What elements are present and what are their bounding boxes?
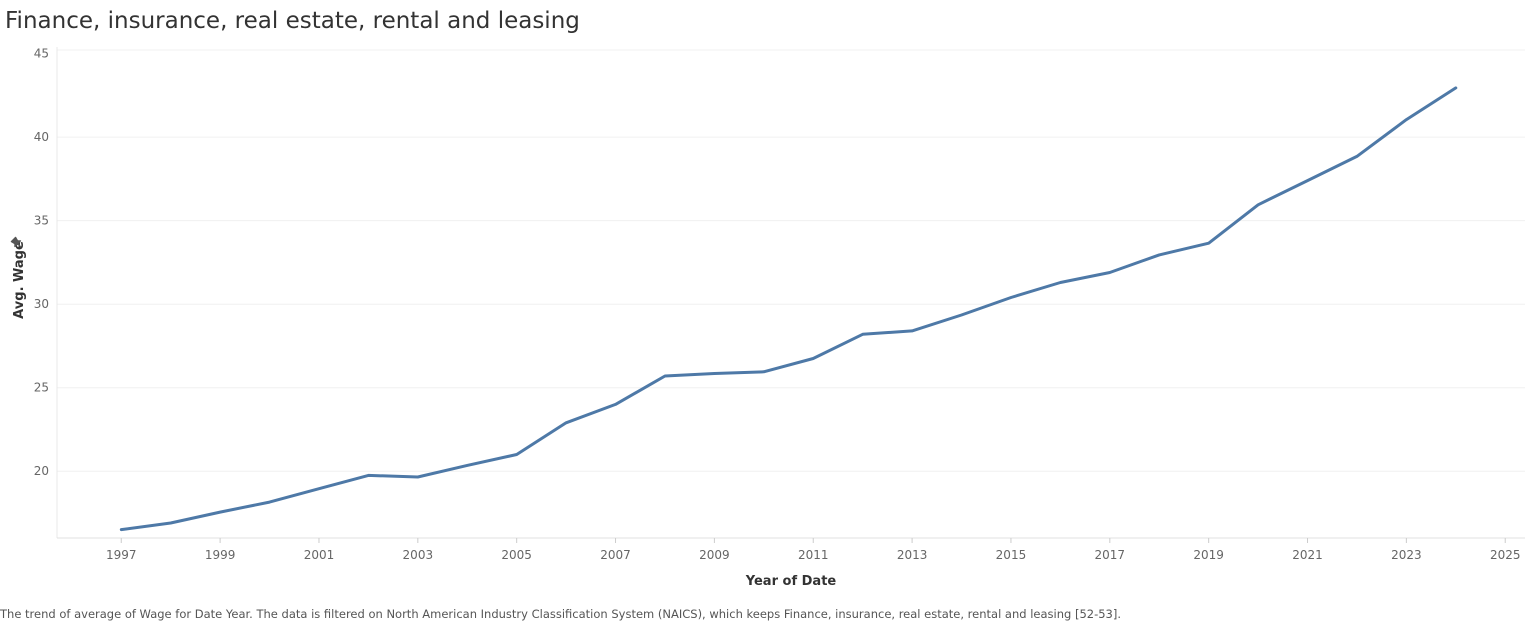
data-point[interactable] bbox=[512, 450, 522, 460]
data-point[interactable] bbox=[561, 418, 571, 428]
y-tick-label: 30 bbox=[34, 297, 49, 311]
x-tick-label: 2017 bbox=[1095, 548, 1126, 562]
data-point[interactable] bbox=[611, 399, 621, 409]
data-point[interactable] bbox=[1401, 115, 1411, 125]
data-point[interactable] bbox=[1253, 200, 1263, 210]
x-tick-label: 2005 bbox=[501, 548, 532, 562]
gridlines bbox=[57, 49, 1525, 472]
y-axis-title-group: Avg. Wage bbox=[12, 241, 27, 319]
data-point[interactable] bbox=[265, 497, 275, 507]
x-tick-labels: 1997 1999 2001 2003 2005 2007 2009 2011 2013 2015… bbox=[106, 538, 1521, 562]
x-tick-label: 2001 bbox=[304, 548, 335, 562]
y-axis-title: Avg. Wage bbox=[12, 241, 27, 319]
x-tick-label: 2025 bbox=[1490, 548, 1521, 562]
pin-icon[interactable] bbox=[10, 236, 24, 250]
x-axis-title: Year of Date bbox=[745, 574, 837, 589]
data-point[interactable] bbox=[413, 472, 423, 482]
x-tick-label: 2013 bbox=[897, 548, 928, 562]
data-point[interactable] bbox=[1451, 83, 1461, 93]
data-point[interactable] bbox=[957, 310, 967, 320]
x-tick-label: 2019 bbox=[1193, 548, 1224, 562]
data-point[interactable] bbox=[1105, 268, 1115, 278]
chart-title: Finance, insurance, real estate, rental … bbox=[5, 8, 580, 34]
data-point[interactable] bbox=[215, 507, 225, 517]
y-tick-label: 20 bbox=[34, 464, 49, 478]
y-tick-label: 45 bbox=[34, 47, 49, 61]
series-line[interactable] bbox=[119, 86, 1458, 532]
x-tick-label: 2011 bbox=[798, 548, 829, 562]
x-tick-label: 2003 bbox=[403, 548, 434, 562]
data-point[interactable] bbox=[314, 484, 324, 494]
chart-caption: The trend of average of Wage for Date Ye… bbox=[0, 607, 1122, 621]
y-tick-label: 35 bbox=[34, 214, 49, 228]
data-point[interactable] bbox=[1006, 293, 1016, 303]
data-point[interactable] bbox=[1303, 176, 1313, 186]
data-point[interactable] bbox=[660, 371, 670, 381]
x-tick-label: 1997 bbox=[106, 548, 137, 562]
x-tick-label: 2007 bbox=[600, 548, 631, 562]
data-point[interactable] bbox=[808, 354, 818, 364]
data-point[interactable] bbox=[166, 518, 176, 528]
data-point[interactable] bbox=[116, 525, 126, 535]
x-tick-label: 2021 bbox=[1292, 548, 1323, 562]
data-point[interactable] bbox=[858, 329, 868, 339]
data-point[interactable] bbox=[1352, 151, 1362, 161]
y-tick-label: 25 bbox=[34, 381, 49, 395]
data-point[interactable] bbox=[1204, 238, 1214, 248]
x-tick-label: 2023 bbox=[1391, 548, 1422, 562]
data-point[interactable] bbox=[907, 326, 917, 336]
y-tick-label: 40 bbox=[34, 130, 49, 144]
series-group bbox=[116, 83, 1461, 535]
data-point[interactable] bbox=[1154, 250, 1164, 260]
x-tick-label: 2009 bbox=[699, 548, 730, 562]
x-tick-label: 1999 bbox=[205, 548, 236, 562]
x-tick-label: 2015 bbox=[996, 548, 1027, 562]
y-tick-labels: 20 25 30 35 40 45 bbox=[34, 47, 49, 479]
data-point[interactable] bbox=[709, 369, 719, 379]
data-point[interactable] bbox=[462, 460, 472, 470]
data-point[interactable] bbox=[759, 367, 769, 377]
data-point[interactable] bbox=[1055, 278, 1065, 288]
data-point[interactable] bbox=[363, 470, 373, 480]
